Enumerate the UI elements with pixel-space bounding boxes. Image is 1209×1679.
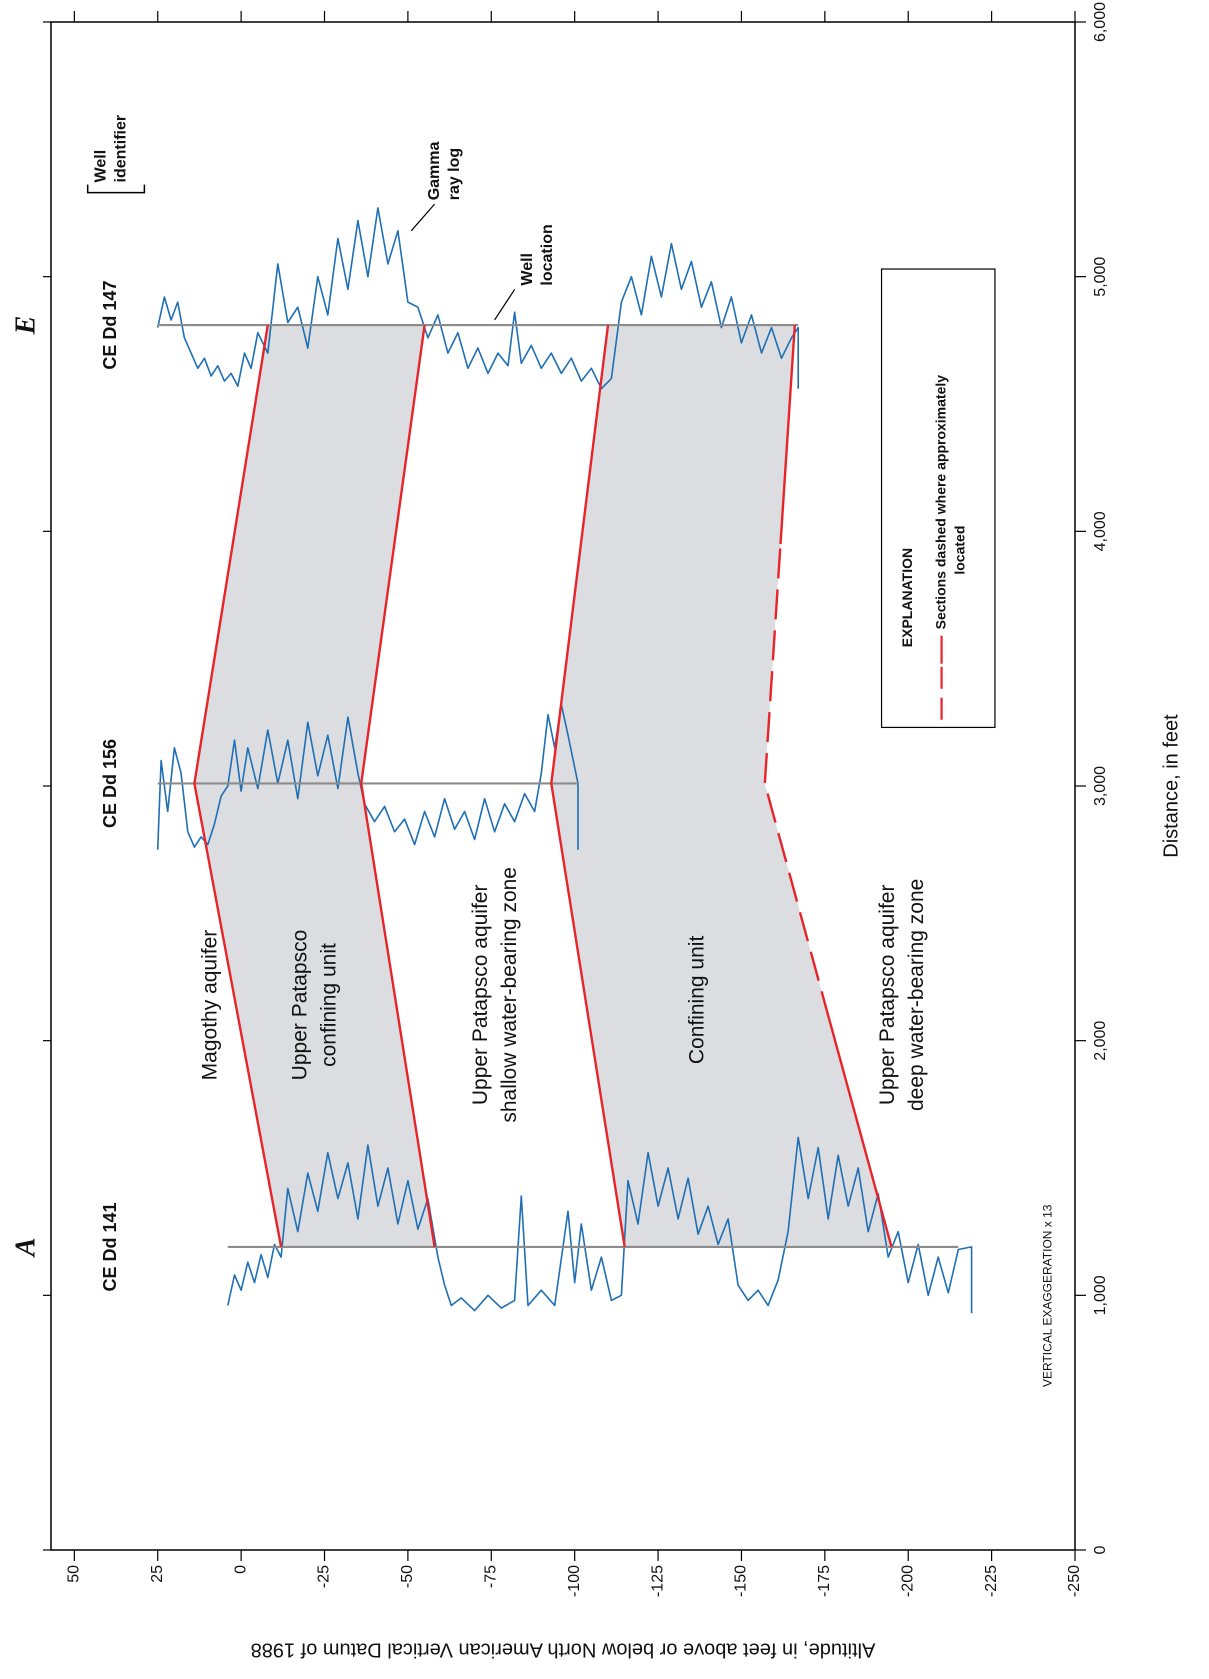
x-tick-label: 4,000 <box>1092 511 1109 551</box>
rotated-section: 0 1,000 2,000 3,000 4,000 5,000 6,000 50 25 0 -25 -… <box>10 2 1182 1661</box>
y-tick-label: 25 <box>149 1565 166 1583</box>
x-tick-label: 1,000 <box>1092 1275 1109 1315</box>
legend-text: Sections dashed where approximately <box>932 375 948 630</box>
y-axis-title: Altitude, in feet above or below North A… <box>251 1639 876 1661</box>
legend-text: located <box>951 526 967 575</box>
well-name: CE Dd 141 <box>100 1202 120 1291</box>
y-tick-label: -225 <box>983 1565 1000 1597</box>
y-tick-label: -125 <box>649 1565 666 1597</box>
y-tick-label: 0 <box>232 1565 249 1574</box>
contact-line <box>779 325 796 545</box>
unit-label: shallow water-bearing zone <box>498 867 521 1123</box>
y-tick-label: 50 <box>66 1565 83 1583</box>
y-tick-label: -250 <box>1066 1565 1083 1597</box>
unit-label: Upper Patapsco <box>289 930 312 1081</box>
vertical-exaggeration: VERTICAL EXAGGERATION x 13 <box>1040 1204 1054 1387</box>
unit-label: deep water-bearing zone <box>905 879 928 1111</box>
contact-line <box>828 1019 893 1248</box>
y-tick-label: -100 <box>566 1565 583 1597</box>
contact-line <box>359 324 436 1248</box>
gamma-ray-log <box>156 703 579 850</box>
well-identifier-note: identifier <box>112 115 129 183</box>
x-tick-label: 2,000 <box>1092 1021 1109 1061</box>
x-tick-label: 5,000 <box>1092 257 1109 297</box>
gamma-log-note: Gamma <box>426 141 443 200</box>
gamma-ray-log <box>227 1136 973 1314</box>
unit-label: Magothy aquifer <box>199 930 222 1081</box>
well-identifier-note: Well <box>92 150 109 183</box>
y-tick-label: -150 <box>733 1565 750 1597</box>
unit-shading <box>194 325 435 1247</box>
legend-box <box>880 268 996 729</box>
x-tick-label: 0 <box>1092 1545 1109 1554</box>
unit-label: Confining unit <box>686 936 709 1065</box>
gamma-ray-log <box>156 207 799 390</box>
well-location-note: Well <box>519 253 536 286</box>
unit-label: confining unit <box>318 943 341 1067</box>
leader-line <box>410 203 436 232</box>
section-end: A <box>10 1238 41 1259</box>
leader-line <box>494 289 516 321</box>
y-tick-label: -200 <box>899 1565 916 1597</box>
x-axis-title: Distance, in feet <box>1160 714 1182 858</box>
well-location-note: location <box>539 224 556 285</box>
section-end: E <box>10 316 41 336</box>
unit-label: Upper Patapsco aquifer <box>469 885 492 1106</box>
contact-line <box>550 324 626 1248</box>
unit-label: Upper Patapsco aquifer <box>876 885 899 1106</box>
y-tick-label: -25 <box>316 1565 333 1588</box>
well-name: CE Dd 156 <box>100 739 120 828</box>
x-tick-label: 3,000 <box>1092 766 1109 806</box>
legend-title: EXPLANATION <box>899 548 915 647</box>
y-tick-label: -75 <box>483 1565 500 1588</box>
identifier-bracket <box>86 184 146 194</box>
contact-line <box>193 324 283 1248</box>
x-tick-label: 6,000 <box>1092 2 1109 42</box>
well-name: CE Dd 147 <box>100 281 120 370</box>
y-tick-label: -175 <box>816 1565 833 1597</box>
y-tick-label: -50 <box>399 1565 416 1588</box>
unit-shading <box>551 325 892 1247</box>
gamma-log-note: ray log <box>446 148 463 200</box>
